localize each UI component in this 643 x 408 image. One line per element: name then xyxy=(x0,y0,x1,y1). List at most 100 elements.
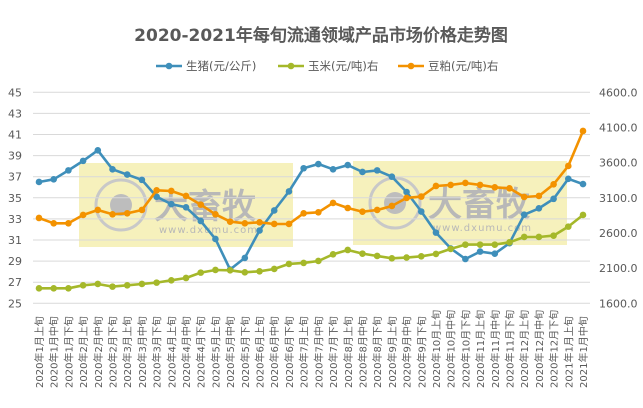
x-axis-tick: 2020年9月下旬 xyxy=(415,316,428,388)
x-axis-tick: 2020年12月上旬 xyxy=(518,310,531,388)
x-axis-tick: 2020年10月上旬 xyxy=(430,310,443,388)
data-point xyxy=(65,167,72,174)
x-axis-tick: 2020年7月中旬 xyxy=(312,316,325,388)
left-axis-tick: 43 xyxy=(8,107,22,120)
data-point xyxy=(168,187,175,195)
legend-item: 豆粕(元/吨)右 xyxy=(398,59,498,73)
data-point xyxy=(123,281,131,289)
x-axis-tick: 2020年6月上旬 xyxy=(254,316,267,388)
legend-label: 生猪(元/公斤) xyxy=(186,59,256,73)
data-point xyxy=(182,203,190,211)
data-point xyxy=(65,220,72,227)
data-point xyxy=(241,220,249,227)
data-point xyxy=(579,127,587,135)
legend-label: 玉米(元/吨)右 xyxy=(308,59,378,73)
data-point xyxy=(35,285,43,292)
x-axis-tick: 2020年5月中旬 xyxy=(224,316,237,388)
data-point xyxy=(182,192,190,200)
data-point xyxy=(344,246,352,254)
data-point xyxy=(197,217,205,225)
x-axis-tick: 2020年8月上旬 xyxy=(342,316,355,388)
data-point xyxy=(403,194,410,202)
legend-label: 豆粕(元/吨)右 xyxy=(428,59,498,73)
data-point xyxy=(388,202,396,210)
data-point xyxy=(388,254,396,262)
x-axis-tick: 2020年5月下旬 xyxy=(239,316,252,388)
data-point xyxy=(79,157,87,165)
data-point xyxy=(447,245,454,253)
series-2 xyxy=(35,127,587,228)
data-point xyxy=(270,220,278,228)
data-point xyxy=(226,267,234,274)
left-axis-tick: 37 xyxy=(8,171,22,184)
right-axis-tick: 4600.0 xyxy=(599,86,638,99)
data-point xyxy=(462,179,469,187)
right-axis-tick: 1600.0 xyxy=(599,297,638,310)
data-point xyxy=(138,176,146,184)
data-point xyxy=(359,168,366,176)
x-axis-tick: 2020年8月下旬 xyxy=(371,316,384,388)
data-point xyxy=(535,205,543,212)
data-point xyxy=(535,192,543,200)
data-point xyxy=(476,241,484,248)
x-axis-tick: 2020年9月上旬 xyxy=(386,316,399,388)
data-point xyxy=(197,269,205,276)
data-point xyxy=(50,176,58,183)
data-point xyxy=(226,218,234,225)
right-axis-tick: 2600.0 xyxy=(599,227,638,240)
data-point xyxy=(315,208,322,216)
data-point xyxy=(138,280,146,288)
x-axis-tick: 2020年1月上旬 xyxy=(33,316,46,388)
data-point xyxy=(506,185,513,192)
data-point xyxy=(79,281,87,289)
left-axis-tick: 41 xyxy=(8,129,22,142)
data-point xyxy=(520,233,528,241)
x-axis-tick: 2020年3月下旬 xyxy=(151,316,164,388)
data-point xyxy=(35,214,43,222)
data-point xyxy=(153,279,160,286)
x-axis-tick: 2021年1月中旬 xyxy=(577,316,590,388)
x-axis-tick: 2020年8月中旬 xyxy=(356,316,369,388)
data-point xyxy=(168,277,175,284)
data-point xyxy=(579,211,587,219)
data-point xyxy=(35,178,43,186)
data-point xyxy=(153,193,160,201)
data-point xyxy=(462,241,469,248)
data-point xyxy=(212,211,219,218)
data-point xyxy=(138,206,146,214)
data-point xyxy=(123,209,131,217)
data-point xyxy=(432,229,440,236)
x-axis-tick: 2020年11月下旬 xyxy=(503,310,516,388)
left-axis-tick: 25 xyxy=(8,297,22,310)
data-point xyxy=(550,180,557,188)
data-point xyxy=(564,223,572,230)
data-point xyxy=(491,184,499,191)
x-axis-tick: 2020年1月中旬 xyxy=(48,316,61,388)
chart-title: 2020-2021年每旬流通领域产品市场价格走势图 xyxy=(134,25,508,46)
data-point xyxy=(491,241,499,248)
data-point xyxy=(550,195,557,203)
data-point xyxy=(212,235,219,243)
legend: 生猪(元/公斤) 玉米(元/吨)右 豆粕(元/吨)右 xyxy=(156,59,498,73)
left-axis-tick: 39 xyxy=(8,150,22,163)
x-axis-tick: 2020年3月中旬 xyxy=(136,316,149,388)
data-point xyxy=(300,259,307,267)
data-point xyxy=(197,201,205,208)
legend-item: 生猪(元/公斤) xyxy=(156,59,256,73)
data-point xyxy=(373,206,381,214)
data-point xyxy=(50,285,58,292)
x-axis-tick: 2020年7月下旬 xyxy=(327,316,340,388)
data-point xyxy=(256,227,263,234)
series-1 xyxy=(35,211,587,292)
data-point xyxy=(476,248,484,255)
data-point xyxy=(432,250,440,258)
data-point xyxy=(417,193,425,200)
x-axis-tick: 2020年10月下旬 xyxy=(459,310,472,388)
data-point xyxy=(256,267,263,275)
data-point xyxy=(94,206,102,214)
data-point xyxy=(329,166,337,173)
left-axis-tick: 27 xyxy=(8,276,22,289)
x-axis-tick: 2020年2月中旬 xyxy=(92,316,105,388)
data-point xyxy=(388,173,396,180)
